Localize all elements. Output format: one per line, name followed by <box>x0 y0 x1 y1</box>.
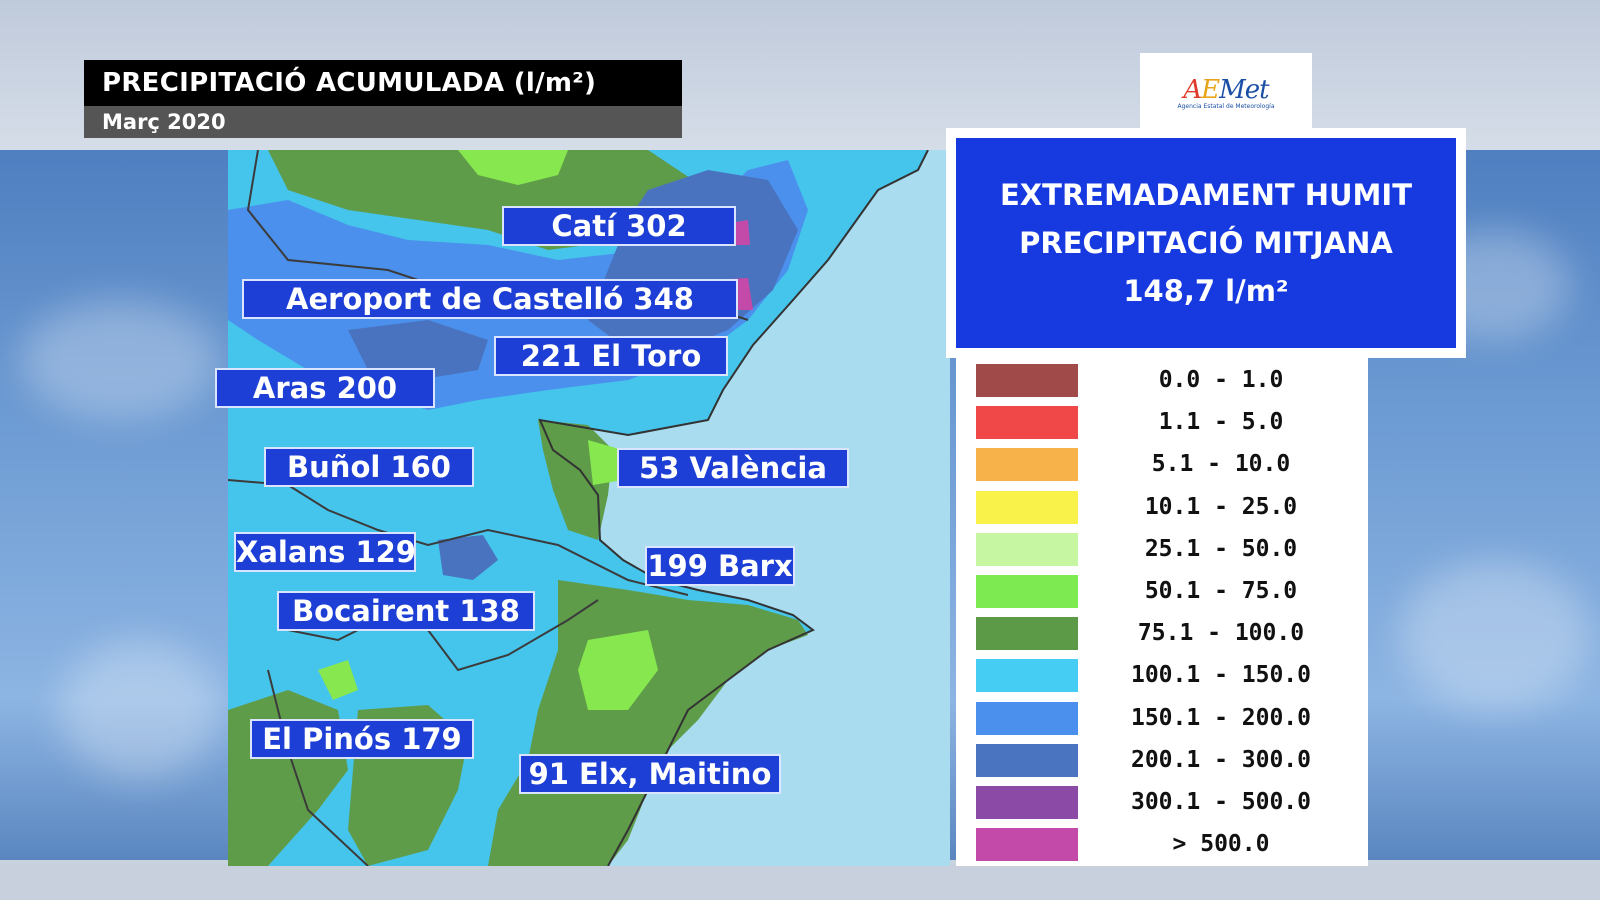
station-label-el-toro: 221 El Toro <box>494 336 728 376</box>
legend-swatch <box>976 406 1078 440</box>
province-border <box>287 599 599 672</box>
aemet-logo: AEMet Agencia Estatal de Meteorología <box>1140 53 1312 131</box>
logo-wordmark: AEMet <box>1183 74 1269 105</box>
summary-value: 148,7 l/m² <box>1123 274 1289 308</box>
station-label-castello: Aeroport de Castelló 348 <box>242 279 738 319</box>
legend-swatch <box>976 617 1078 651</box>
legend-row: 75.1 - 100.0 <box>956 613 1368 655</box>
legend-row: > 500.0 <box>956 824 1368 866</box>
legend-range: 200.1 - 300.0 <box>1130 746 1311 773</box>
province-border <box>267 669 369 866</box>
summary-content: EXTREMADAMENT HUMIT PRECIPITACIÓ MITJANA… <box>956 138 1456 348</box>
summary-box: EXTREMADAMENT HUMIT PRECIPITACIÓ MITJANA… <box>946 128 1466 358</box>
legend-range: > 500.0 <box>1172 831 1270 858</box>
summary-classification: EXTREMADAMENT HUMIT <box>1000 178 1412 212</box>
legend-range: 0.0 - 1.0 <box>1158 367 1284 393</box>
legend-row: 10.1 - 25.0 <box>956 487 1368 529</box>
legend-swatch <box>976 743 1078 777</box>
region-50-75 <box>318 660 358 700</box>
station-label-elx: 91 Elx, Maitino <box>519 754 781 794</box>
legend-range: 300.1 - 500.0 <box>1130 788 1311 815</box>
station-label-barx: 199 Barx <box>645 546 795 586</box>
province-border <box>228 479 689 596</box>
legend-row: 0.0 - 1.0 <box>956 360 1368 402</box>
legend-range: 50.1 - 75.0 <box>1144 577 1298 604</box>
legend-range: 75.1 - 100.0 <box>1137 620 1305 647</box>
legend-swatch <box>976 490 1078 524</box>
logo-subtext: Agencia Estatal de Meteorología <box>1177 102 1275 110</box>
station-label-cati: Catí 302 <box>502 206 736 246</box>
region-50-75 <box>458 150 568 185</box>
cloud <box>20 300 220 420</box>
legend-row: 300.1 - 500.0 <box>956 782 1368 824</box>
station-label-bocairent: Bocairent 138 <box>277 591 535 631</box>
station-label-el-pinos: El Pinós 179 <box>250 719 474 759</box>
legend-swatch <box>976 532 1078 566</box>
station-label-bunol: Buñol 160 <box>264 447 474 487</box>
legend-range: 10.1 - 25.0 <box>1144 493 1298 520</box>
legend-range: 150.1 - 200.0 <box>1130 704 1311 731</box>
station-label-aras: Aras 200 <box>215 368 435 408</box>
region-50-75 <box>578 630 658 710</box>
legend-swatch <box>976 448 1078 482</box>
cloud <box>1400 560 1590 710</box>
legend-row: 1.1 - 5.0 <box>956 402 1368 444</box>
region-200-300 <box>438 535 498 580</box>
legend-swatch <box>976 574 1078 608</box>
legend-row: 100.1 - 150.0 <box>956 655 1368 697</box>
legend-swatch <box>976 785 1078 819</box>
legend-row: 150.1 - 200.0 <box>956 698 1368 740</box>
title-box: PRECIPITACIÓ ACUMULADA (l/m²) Març 2020 <box>84 60 682 138</box>
page-subtitle: Març 2020 <box>84 106 682 138</box>
summary-heading: PRECIPITACIÓ MITJANA <box>1019 226 1393 260</box>
legend-swatch <box>976 364 1078 397</box>
legend-swatch <box>976 828 1078 862</box>
legend-row: 50.1 - 75.0 <box>956 571 1368 613</box>
legend: 0.0 - 1.0 1.1 - 5.0 5.1 - 10.0 10.1 - 25.0 2… <box>956 358 1368 866</box>
station-label-xalans: Xalans 129 <box>234 532 416 572</box>
cloud <box>60 640 220 780</box>
bottom-band <box>0 864 1600 900</box>
region-50-75 <box>588 440 623 485</box>
legend-range: 5.1 - 10.0 <box>1151 451 1291 478</box>
legend-row: 5.1 - 10.0 <box>956 444 1368 486</box>
station-label-valencia: 53 València <box>617 448 849 488</box>
coastline <box>538 150 929 866</box>
page-title: PRECIPITACIÓ ACUMULADA (l/m²) <box>84 60 682 106</box>
legend-row: 200.1 - 300.0 <box>956 740 1368 782</box>
legend-range: 1.1 - 5.0 <box>1158 409 1284 436</box>
legend-range: 25.1 - 50.0 <box>1144 535 1298 562</box>
legend-row: 25.1 - 50.0 <box>956 529 1368 571</box>
region-75-100 <box>488 580 808 866</box>
legend-range: 100.1 - 150.0 <box>1130 662 1311 689</box>
region-200-300 <box>348 320 488 380</box>
legend-swatch <box>976 701 1078 735</box>
precipitation-map <box>228 150 950 866</box>
legend-swatch <box>976 659 1078 693</box>
map-svg <box>228 150 950 866</box>
